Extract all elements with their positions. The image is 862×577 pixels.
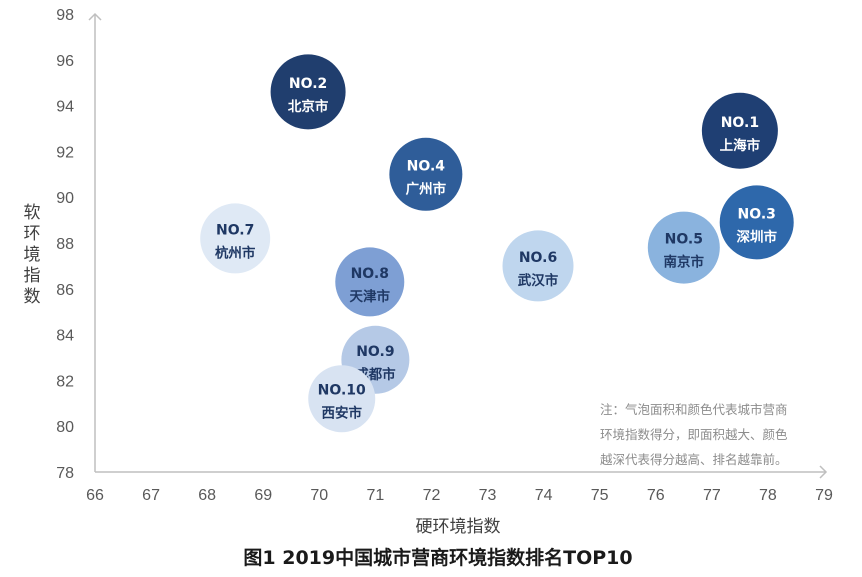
note-line: 注：气泡面积和颜色代表城市营商 [600, 402, 788, 417]
y-axis-label-char: 指 [24, 266, 41, 286]
y-tick-label: 86 [56, 282, 74, 299]
y-tick-labels: 78 80 82 84 86 88 90 92 94 96 98 [56, 7, 74, 482]
y-axis-label-char: 境 [24, 245, 41, 265]
x-tick-label: 78 [759, 487, 777, 504]
bubble-5: NO.5 南京市 [647, 211, 720, 284]
bubble-city-label: 广州市 [406, 180, 447, 197]
y-axis-label: 软环境指数 [24, 203, 41, 307]
bubble-circle [647, 211, 720, 284]
bubble-circle [502, 230, 574, 302]
bubble-6: NO.6 武汉市 [502, 230, 574, 302]
bubble-circle [335, 247, 405, 317]
bubble-2: NO.2 北京市 [270, 54, 346, 130]
bubble-3: NO.3 深圳市 [719, 185, 794, 260]
y-axis-label-char: 环 [24, 224, 41, 244]
bubble-city-label: 南京市 [664, 254, 705, 271]
bubble-circle [270, 54, 346, 130]
bubble-circle [389, 137, 463, 211]
x-tick-label: 76 [647, 487, 665, 504]
bubble-rank-label: NO.4 [407, 158, 446, 174]
note-line: 越深代表得分越高、排名越靠前。 [600, 452, 788, 467]
y-tick-label: 96 [56, 53, 74, 70]
bubble-layer: NO.1 上海市 NO.2 北京市 NO.3 深圳市 NO.4 广州市 NO.5 南京市 NO.6 武… [200, 54, 794, 433]
y-tick-label: 98 [56, 7, 74, 24]
bubble-circle [200, 203, 271, 274]
x-axis-label: 硬环境指数 [416, 517, 501, 537]
x-tick-label: 68 [198, 487, 216, 504]
bubble-7: NO.7 杭州市 [200, 203, 271, 274]
bubble-city-label: 西安市 [321, 405, 362, 422]
chart-note: 注：气泡面积和颜色代表城市营商 环境指数得分，即面积越大、颜色 越深代表得分越高… [600, 402, 788, 467]
bubble-circle [701, 92, 778, 169]
bubble-rank-label: NO.9 [356, 344, 394, 360]
bubble-rank-label: NO.5 [665, 232, 703, 248]
y-tick-label: 92 [56, 144, 74, 161]
bubble-city-label: 深圳市 [736, 228, 777, 245]
y-axis-label-char: 软 [24, 203, 41, 223]
y-tick-label: 78 [56, 465, 74, 482]
bubble-city-label: 杭州市 [215, 244, 256, 261]
bubble-rank-label: NO.10 [318, 383, 366, 399]
x-tick-label: 71 [366, 487, 384, 504]
bubble-city-label: 上海市 [720, 137, 761, 154]
bubble-8: NO.8 天津市 [335, 247, 405, 317]
x-tick-label: 66 [86, 487, 104, 504]
bubble-city-label: 天津市 [350, 288, 391, 305]
y-tick-label: 90 [56, 190, 74, 207]
bubble-circle [308, 365, 376, 433]
bubble-1: NO.1 上海市 [701, 92, 778, 169]
y-axis-label-char: 数 [24, 287, 41, 307]
y-tick-label: 88 [56, 236, 74, 253]
bubble-city-label: 武汉市 [518, 272, 559, 289]
x-tick-label: 72 [423, 487, 441, 504]
bubble-city-label: 北京市 [288, 98, 329, 115]
bubble-4: NO.4 广州市 [389, 137, 463, 211]
x-tick-label: 77 [703, 487, 721, 504]
x-tick-label: 73 [479, 487, 497, 504]
note-line: 环境指数得分，即面积越大、颜色 [600, 427, 788, 442]
bubble-circle [719, 185, 794, 260]
x-tick-label: 75 [591, 487, 609, 504]
x-tick-labels: 66 67 68 69 70 71 72 73 74 75 76 77 78 79 [86, 487, 833, 504]
bubble-rank-label: NO.3 [738, 206, 776, 222]
chart-title: 图1 2019中国城市营商环境指数排名TOP10 [243, 546, 632, 569]
bubble-rank-label: NO.2 [289, 76, 327, 92]
x-tick-label: 67 [142, 487, 160, 504]
bubble-rank-label: NO.8 [351, 266, 389, 282]
bubble-rank-label: NO.6 [519, 250, 557, 266]
y-tick-label: 84 [56, 328, 74, 345]
x-tick-label: 70 [310, 487, 328, 504]
y-tick-label: 94 [56, 99, 74, 116]
y-tick-label: 82 [56, 373, 74, 390]
bubble-rank-label: NO.1 [721, 115, 759, 131]
bubble-10: NO.10 西安市 [308, 365, 376, 433]
y-tick-label: 80 [56, 419, 74, 436]
x-tick-label: 74 [535, 487, 553, 504]
x-tick-label: 69 [254, 487, 272, 504]
bubble-rank-label: NO.7 [216, 222, 254, 238]
x-tick-label: 79 [815, 487, 833, 504]
